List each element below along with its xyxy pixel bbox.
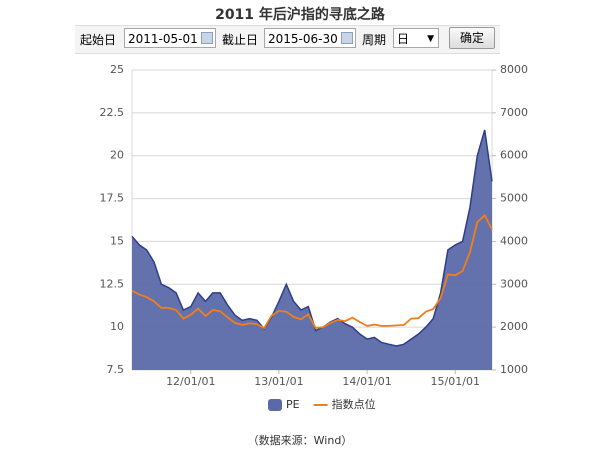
start-date: 2011-05-01	[128, 32, 198, 46]
confirm-button[interactable]: 确定	[449, 27, 495, 49]
y-tick-label: 20	[110, 149, 124, 162]
y2-tick-label: 4000	[500, 234, 528, 247]
y2-tick-label: 1000	[500, 363, 528, 376]
y-tick-label: 15	[110, 234, 124, 247]
y-tick-label: 17.5	[100, 192, 125, 205]
calendar-icon[interactable]	[341, 32, 353, 44]
title: 2011 年后沪指的寻底之路	[215, 7, 385, 23]
end-label: 截止日	[222, 33, 259, 47]
y2-tick-label: 6000	[500, 149, 528, 162]
x-tick-label: 14/01/01	[342, 375, 391, 388]
period-value: 日	[397, 32, 410, 46]
index-line	[131, 213, 493, 330]
x-tick-label: 13/01/01	[254, 375, 303, 388]
source-note: （数据来源：Wind）	[247, 434, 353, 447]
y-tick-label: 7.5	[107, 363, 125, 376]
legend-label: PE	[286, 398, 300, 411]
end-date-input[interactable]: 2015-06-30	[264, 28, 356, 48]
period-select[interactable]: 日 ▼	[393, 28, 439, 48]
y-tick-label: 25	[110, 63, 124, 76]
y-tick-label: 22.5	[100, 106, 125, 119]
y2-tick-label: 5000	[500, 192, 528, 205]
x-tick-label: 15/01/01	[431, 375, 480, 388]
start-date-input[interactable]: 2011-05-01	[124, 28, 216, 48]
y2-tick-label: 8000	[500, 63, 528, 76]
pe-outline	[131, 129, 493, 347]
y-tick-label: 10	[110, 320, 124, 333]
y2-tick-label: 2000	[500, 320, 528, 333]
period-label: 周期	[362, 33, 387, 47]
y-tick-label: 12.5	[100, 277, 125, 290]
y2-tick-label: 7000	[500, 106, 528, 119]
pe-area	[132, 130, 492, 370]
y2-tick-label: 3000	[500, 277, 528, 290]
calendar-icon[interactable]	[201, 32, 213, 44]
x-tick-label: 12/01/01	[166, 375, 215, 388]
legend-swatch	[268, 399, 282, 411]
dropdown-arrow[interactable]: ▼	[427, 34, 434, 44]
end-date: 2015-06-30	[268, 32, 338, 46]
start-label: 起始日	[80, 33, 117, 47]
legend-label: 指数点位	[332, 397, 376, 411]
